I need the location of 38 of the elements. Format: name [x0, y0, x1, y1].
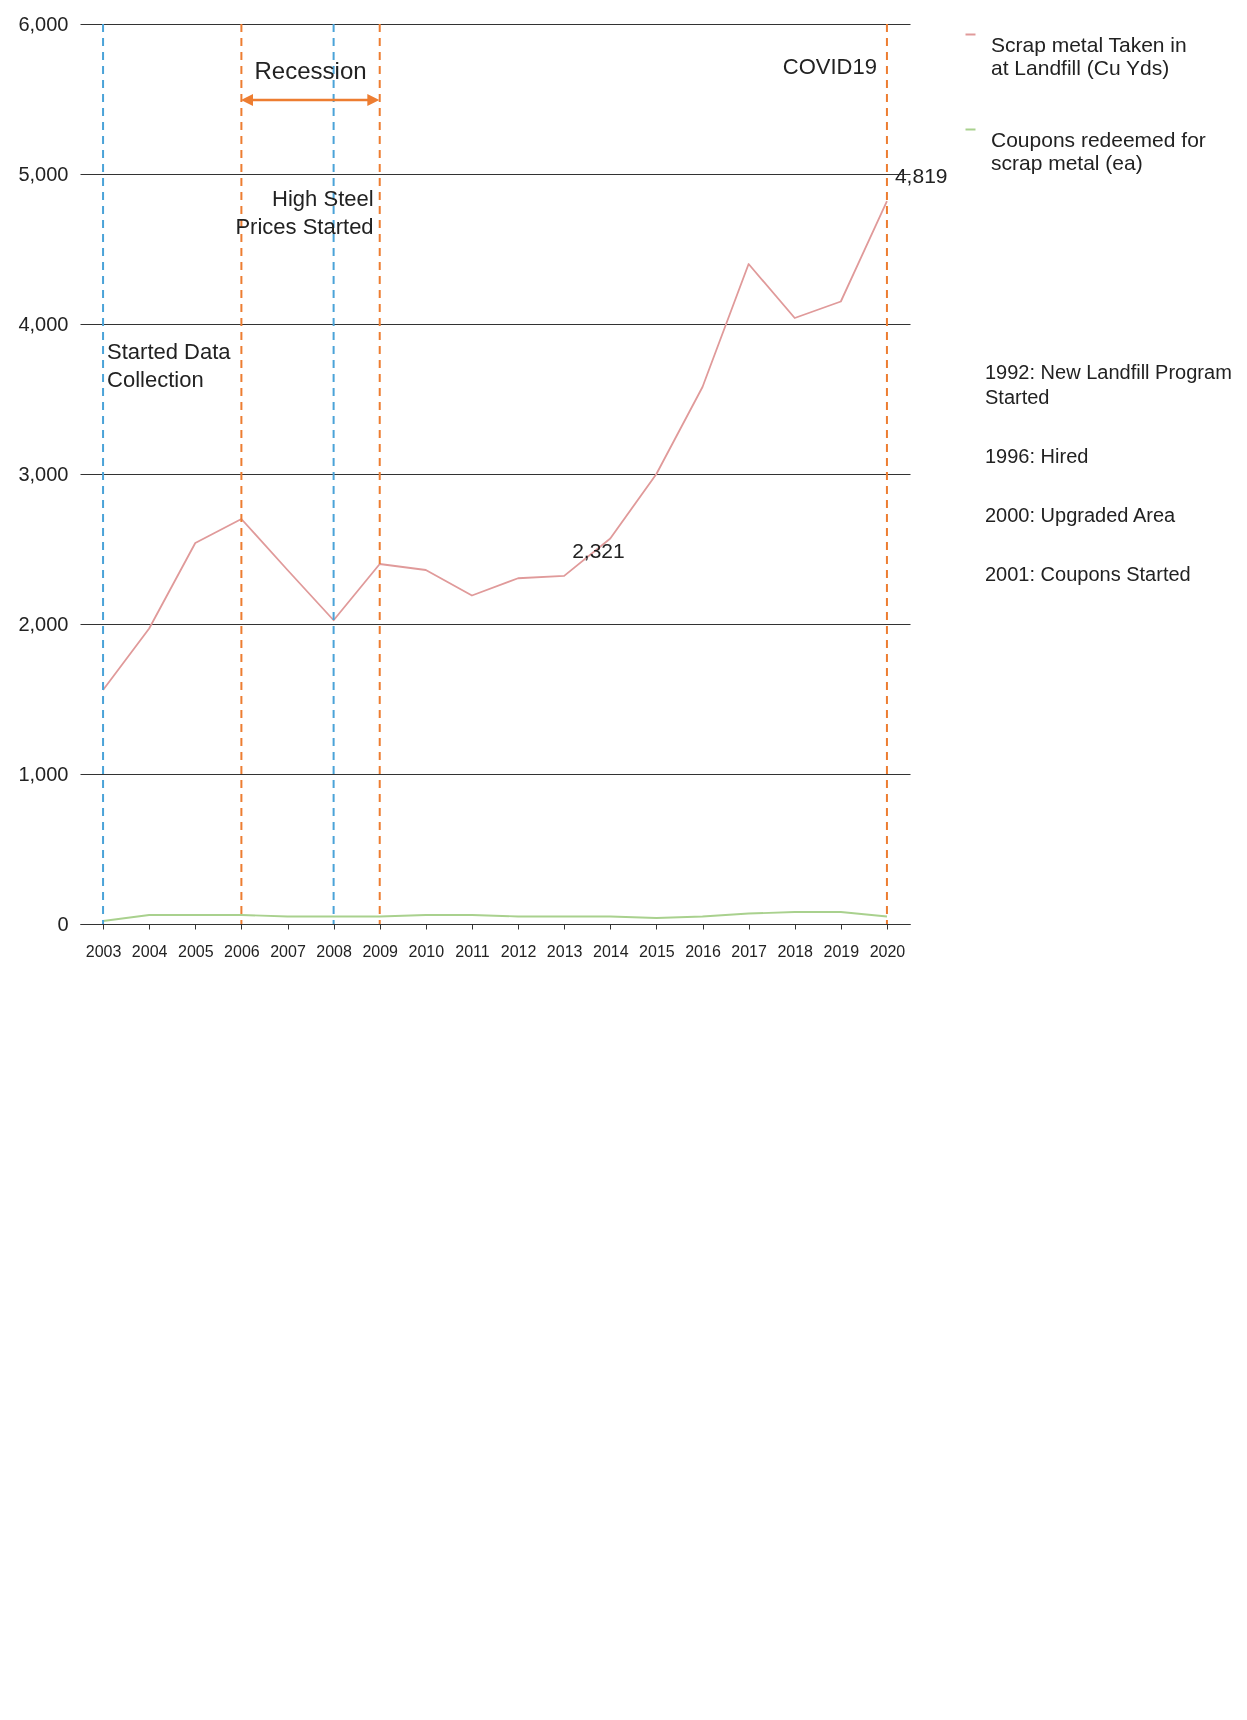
y-tick-label: 1,000 [18, 762, 69, 785]
x-tick-label: 2016 [685, 942, 721, 960]
y-tick-label: 4,000 [18, 312, 69, 335]
annotation: Recession [254, 57, 367, 84]
x-tick-label: 2019 [823, 942, 860, 960]
x-tick-label: 2003 [85, 942, 122, 960]
x-tick-label: 2015 [639, 942, 675, 960]
x-tick-label: 2006 [224, 942, 260, 960]
x-tick-label: 2008 [316, 942, 353, 960]
ref-line-label: High Steel Prices Started [235, 186, 374, 239]
text: 2001: Coupons Started [985, 562, 1192, 587]
y-tick-label: 5,000 [18, 162, 69, 185]
x-tick-label: 2004 [131, 942, 168, 960]
data-label: 4,819 [894, 164, 948, 188]
x-tick-label: 2020 [869, 942, 906, 960]
x-tick-label: 2010 [408, 942, 445, 960]
data-label: 2,321 [572, 538, 625, 562]
y-tick-label: 0 [57, 912, 69, 935]
text: 1992: New Landfill Program Started [985, 360, 1233, 410]
x-tick-label: 2012 [500, 942, 537, 960]
ref-line-label: COVID19 [782, 54, 877, 79]
x-tick-label: 2009 [362, 942, 399, 960]
text: 1996: Hired [985, 444, 1090, 469]
text: 2000: Upgraded Area [985, 503, 1177, 528]
y-tick-label: 2,000 [18, 612, 69, 635]
x-tick-label: 2018 [777, 942, 814, 960]
x-tick-label: 2014 [592, 942, 629, 960]
legend-label: Scrap metal Taken in at Landfill (Cu Yds) [991, 32, 1187, 79]
y-tick-label: 3,000 [18, 462, 69, 485]
line-series [102, 911, 888, 922]
legend-label: Coupons redeemed for scrap metal (ea) [991, 127, 1206, 174]
x-tick-label: 2007 [270, 942, 306, 960]
ref-line-label: Started Data Collection [107, 339, 232, 392]
y-tick-label: 6,000 [18, 12, 69, 35]
x-tick-label: 2017 [731, 942, 768, 960]
x-tick-label: 2013 [546, 942, 583, 960]
x-tick-label: 2011 [455, 942, 490, 960]
x-tick-label: 2005 [177, 942, 214, 960]
